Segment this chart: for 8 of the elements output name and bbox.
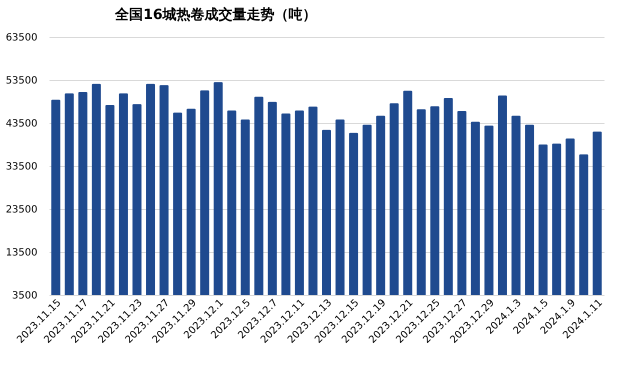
chart-title: 全国16城热卷成交量走势（吨）	[114, 6, 317, 23]
y-tick-label: 43500	[6, 118, 38, 130]
y-tick-label: 23500	[6, 204, 38, 216]
y-tick-label: 3500	[12, 290, 38, 302]
y-tick-label: 13500	[6, 248, 38, 258]
y-tick-label: 53500	[6, 76, 38, 86]
y-tick-label: 33500	[6, 162, 38, 172]
y-tick-label: 63500	[6, 32, 38, 44]
